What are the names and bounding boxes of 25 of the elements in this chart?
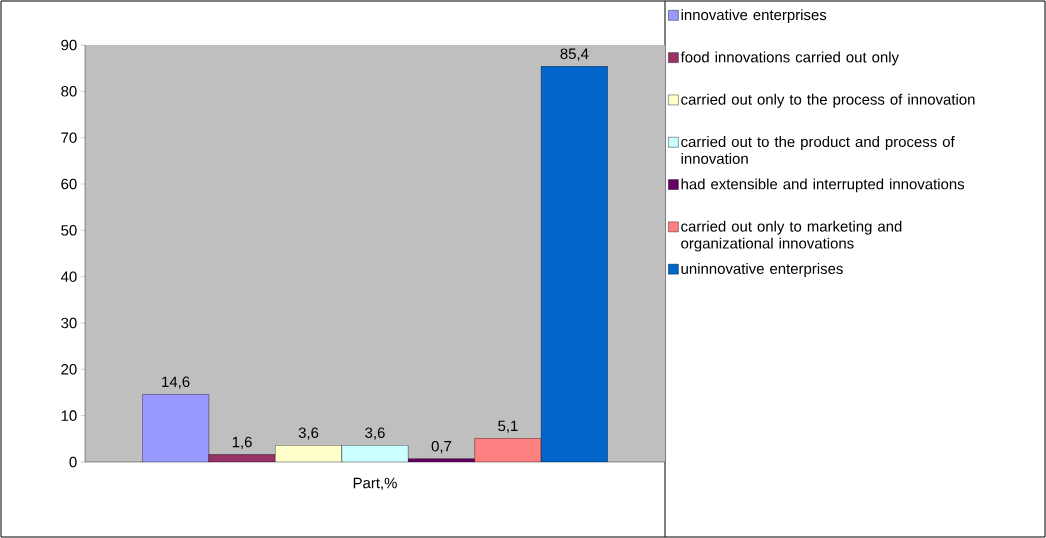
data-label: 85,4 xyxy=(560,48,589,61)
y-tick-label: 50 xyxy=(61,225,77,236)
x-tick-label: Part,% xyxy=(353,477,397,491)
y-tick-label: 40 xyxy=(60,271,77,282)
data-label: 1,6 xyxy=(232,436,252,450)
legend-label: carried out to the product and process of innovation xyxy=(681,136,955,164)
legend-label: food innovations carried out only xyxy=(680,51,899,66)
data-label: 14,6 xyxy=(162,376,190,389)
y-tick-label: 80 xyxy=(61,86,77,97)
legend-label: carried out only to marketing and organizational innovations xyxy=(681,220,902,252)
legend-label: uninnovative enterprises xyxy=(681,263,843,277)
data-label: 5,1 xyxy=(498,420,518,433)
data-label: 0,7 xyxy=(431,440,452,454)
legend-label: had extensible and interrupted innovations xyxy=(681,178,965,193)
y-tick-label: 70 xyxy=(61,132,77,143)
y-tick-label: 0 xyxy=(69,456,77,468)
legend-label: innovative enterprises xyxy=(681,9,827,24)
y-tick-label: 20 xyxy=(61,364,77,375)
y-tick-label: 10 xyxy=(61,410,77,421)
data-label: 3,6 xyxy=(365,427,385,440)
data-label: 3,6 xyxy=(298,427,319,440)
y-tick-label: 90 xyxy=(61,39,77,51)
legend-label: carried out only to the process of innovation xyxy=(681,93,975,108)
y-tick-label: 30 xyxy=(61,317,77,329)
y-tick-label: 60 xyxy=(61,178,77,190)
